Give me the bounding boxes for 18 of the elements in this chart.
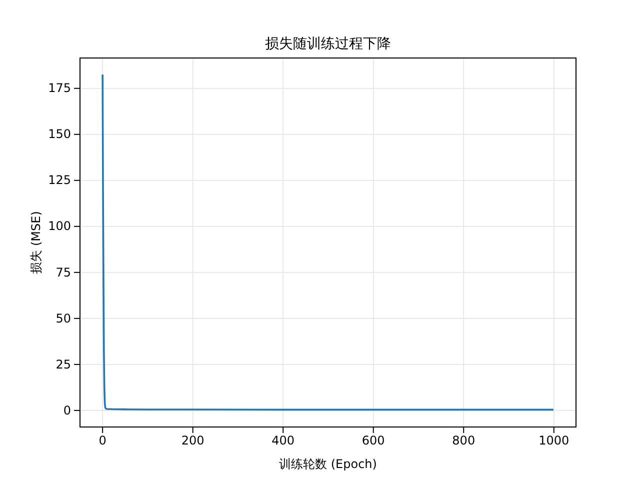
chart-title: 损失随训练过程下降 bbox=[265, 36, 391, 52]
x-axis-title: 训练轮数 (Epoch) bbox=[279, 457, 377, 471]
y-tick-label: 0 bbox=[63, 403, 71, 418]
y-axis-title: 损失 (MSE) bbox=[29, 211, 43, 274]
line-series bbox=[102, 74, 554, 411]
x-tick-label: 0 bbox=[98, 434, 106, 448]
y-tick-label: 50 bbox=[56, 311, 71, 326]
y-tick-label: 125 bbox=[48, 173, 71, 188]
y-tick-label: 75 bbox=[56, 265, 71, 280]
x-tick-label: 800 bbox=[452, 434, 476, 448]
y-tick-label: 175 bbox=[48, 81, 71, 96]
x-tick-label: 200 bbox=[181, 434, 204, 448]
y-tick-label: 100 bbox=[48, 219, 71, 234]
x-tick-label: 600 bbox=[362, 434, 385, 448]
x-tick-label: 400 bbox=[272, 434, 295, 448]
y-tick-label: 25 bbox=[56, 357, 71, 372]
y-tick-label: 150 bbox=[48, 127, 71, 142]
x-tick-label: 1000 bbox=[538, 434, 570, 448]
